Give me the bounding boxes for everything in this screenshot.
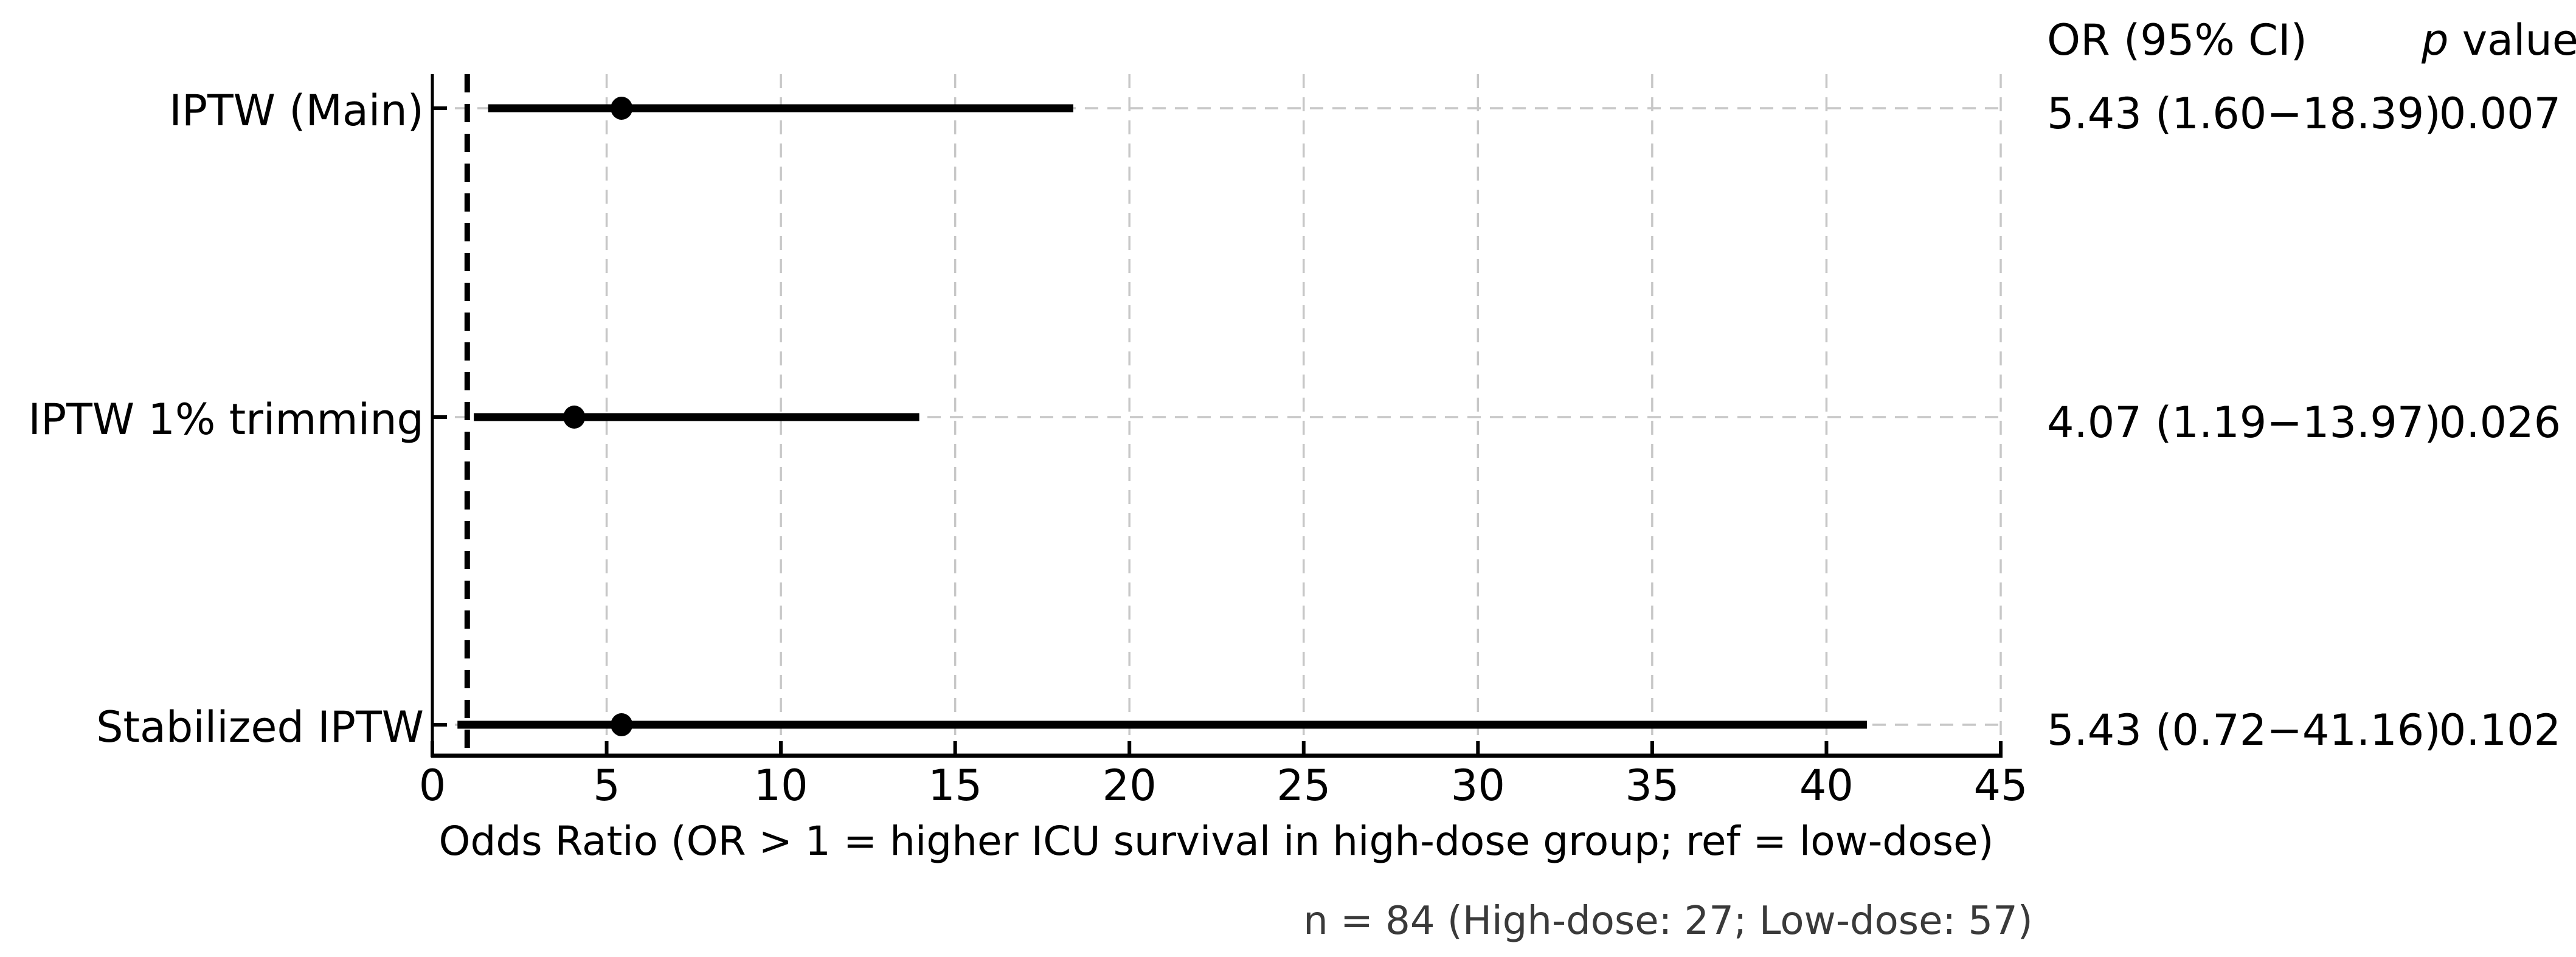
or-ci-value-row-1: 4.07 (1.19−13.97) [2047,398,2441,447]
x-tick-label-5: 5 [593,761,620,810]
p-value-column-header: p value [2348,16,2576,64]
or-ci-column-header: OR (95% CI) [2047,15,2307,65]
x-tick-label-40: 40 [1799,761,1854,810]
or-marker-row-1 [563,406,586,429]
x-tick-label-45: 45 [1973,761,2028,810]
x-tick-label-20: 20 [1102,761,1157,810]
or-marker-row-0 [611,97,633,120]
p-value-row-2: 0.102 [2439,705,2561,755]
x-tick-label-25: 25 [1276,761,1331,810]
x-tick-label-15: 15 [928,761,983,810]
x-tick-label-30: 30 [1450,761,1505,810]
x-tick-label-35: 35 [1625,761,1680,810]
p-value-row-1: 0.026 [2439,398,2561,447]
row-label-0: IPTW (Main) [169,86,424,136]
row-label-2: Stabilized IPTW [96,702,424,752]
or-marker-row-2 [611,713,633,736]
or-ci-value-row-0: 5.43 (1.60−18.39) [2047,89,2441,139]
p-header-rest: value [2448,15,2576,65]
x-tick-label-0: 0 [418,761,446,810]
x-axis-label: Odds Ratio (OR > 1 = higher ICU survival… [438,818,1994,865]
sample-size-note: n = 84 (High-dose: 27; Low-dose: 57) [1303,899,2033,944]
p-value-row-0: 0.007 [2439,89,2561,139]
x-tick-label-10: 10 [753,761,808,810]
or-ci-value-row-2: 5.43 (0.72−41.16) [2047,705,2441,755]
p-header-italic: p [2422,15,2449,65]
row-label-1: IPTW 1% trimming [28,395,424,444]
